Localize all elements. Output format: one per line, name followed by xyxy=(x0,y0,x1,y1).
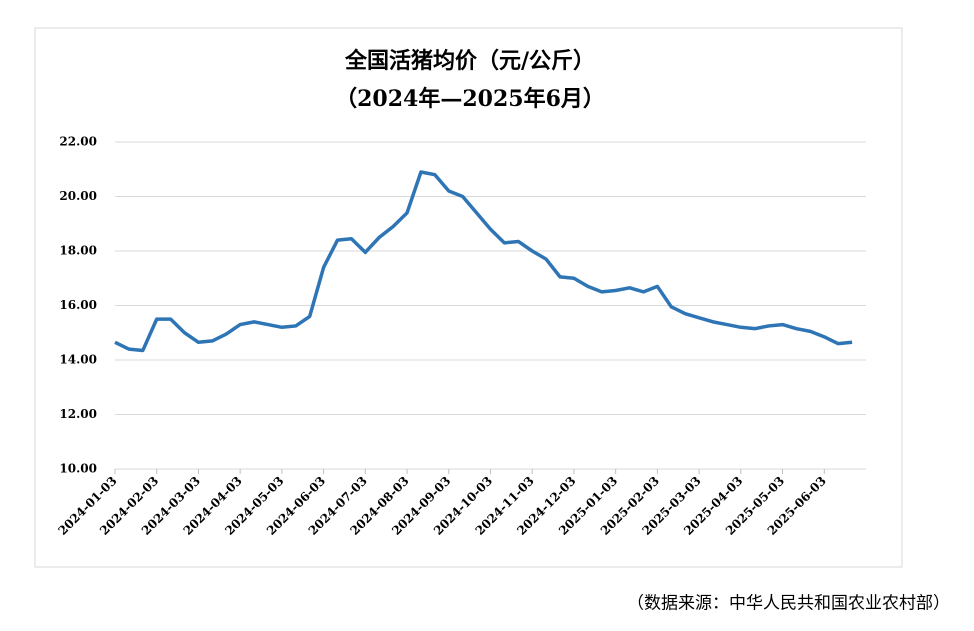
y-tick-label: 12.00 xyxy=(59,407,97,421)
y-tick-label: 20.00 xyxy=(59,189,97,203)
chart-frame xyxy=(34,27,903,568)
chart-subtitle: （2024年—2025年6月） xyxy=(335,86,605,112)
y-tick-label: 10.00 xyxy=(59,462,97,476)
source-note: （数据来源：中华人民共和国农业农村部） xyxy=(627,594,950,614)
chart-title: 全国活猪均价（元/公斤） xyxy=(344,48,595,74)
y-tick-label: 14.00 xyxy=(59,353,97,367)
y-tick-label: 18.00 xyxy=(59,244,97,258)
data-line xyxy=(114,170,853,353)
y-tick-label: 16.00 xyxy=(59,298,97,312)
y-tick-label: 22.00 xyxy=(59,135,97,149)
